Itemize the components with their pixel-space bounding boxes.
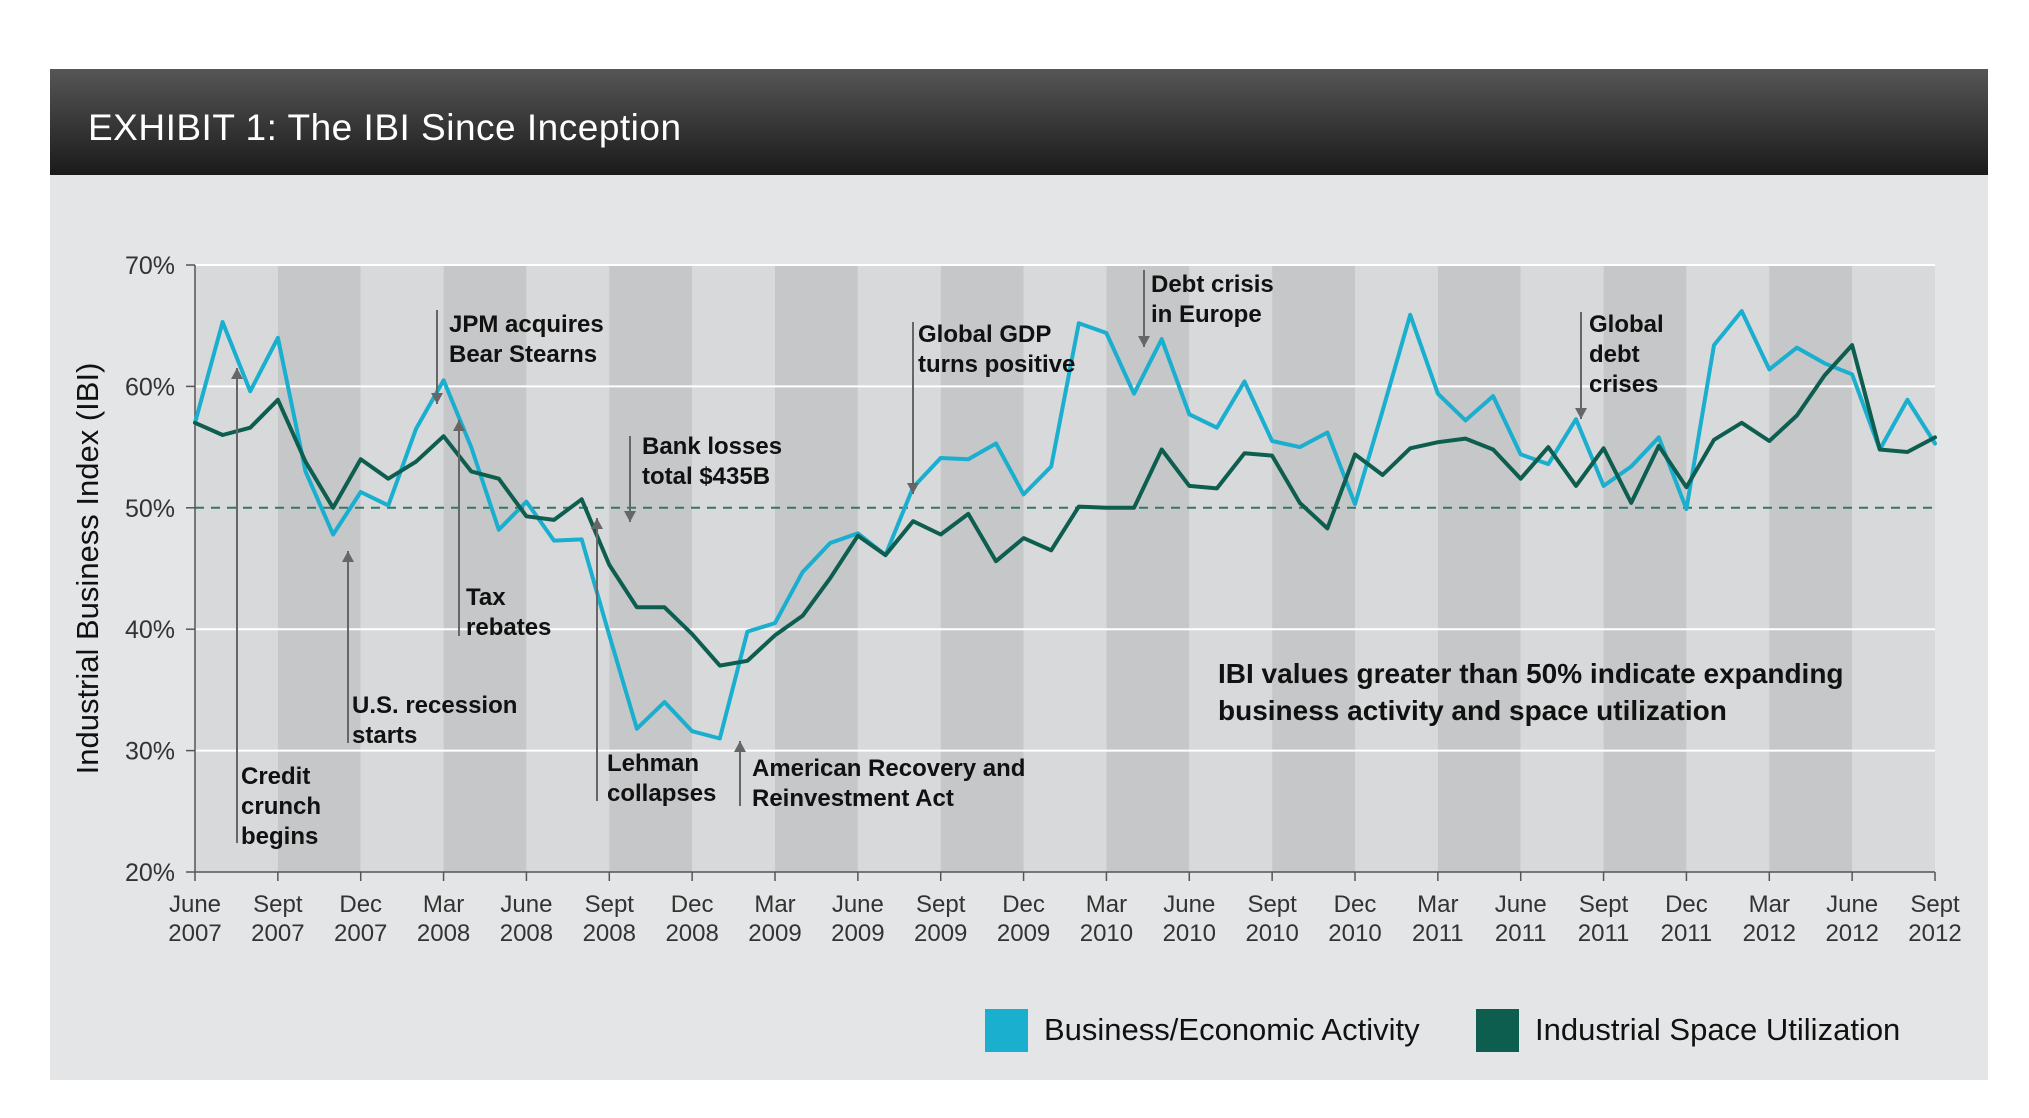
annotation-global-debt: Global debt crises bbox=[1589, 311, 1664, 398]
y-tick-label: 50% bbox=[125, 495, 175, 523]
y-tick-label: 60% bbox=[125, 373, 175, 401]
x-tick-label: June 2011 bbox=[1495, 891, 1547, 947]
annotation-jpm-bear: JPM acquires Bear Stearns bbox=[449, 311, 604, 368]
x-tick-label: Dec 2007 bbox=[334, 891, 387, 947]
y-tick-label: 40% bbox=[125, 616, 175, 644]
series-line-space-utilization bbox=[193, 343, 1937, 668]
plot-band bbox=[526, 265, 610, 872]
x-tick-label: Sept 2008 bbox=[583, 891, 636, 947]
annotation-lehman: Lehman collapses bbox=[607, 750, 716, 807]
plot-band bbox=[1437, 265, 1521, 872]
plot-band bbox=[1272, 265, 1355, 872]
annotation-arrowhead-global-gdp bbox=[907, 483, 919, 494]
annotation-arrowhead-credit-crunch bbox=[231, 368, 243, 379]
plot-band bbox=[1686, 265, 1770, 872]
annotation-bank-losses: Bank losses total $435B bbox=[642, 433, 782, 490]
annotation-arra: American Recovery and Reinvestment Act bbox=[752, 755, 1025, 812]
exhibit-header: EXHIBIT 1: The IBI Since Inception bbox=[50, 69, 1988, 175]
x-tick-label: Mar 2012 bbox=[1743, 891, 1796, 947]
annotation-arrowhead-global-debt bbox=[1575, 408, 1587, 419]
x-tick-label: Dec 2010 bbox=[1328, 891, 1381, 947]
y-tick-label: 70% bbox=[125, 252, 175, 280]
x-tick-label: Sept 2007 bbox=[251, 891, 304, 947]
x-tick-label: June 2012 bbox=[1825, 891, 1878, 947]
x-tick-label: Dec 2009 bbox=[997, 891, 1050, 947]
plot-band bbox=[857, 265, 941, 872]
annotation-global-gdp: Global GDP turns positive bbox=[918, 321, 1075, 378]
plot-band bbox=[443, 265, 527, 872]
x-tick-label: Dec 2011 bbox=[1661, 891, 1713, 947]
legend-swatch-space bbox=[1476, 1008, 1519, 1052]
plot-band bbox=[1603, 265, 1687, 872]
legend-business-activity: Business/Economic Activity bbox=[985, 1008, 1420, 1052]
plot-band bbox=[940, 265, 1024, 872]
exhibit-title: EXHIBIT 1: The IBI Since Inception bbox=[88, 107, 682, 148]
legend-swatch-business bbox=[985, 1008, 1028, 1052]
plot-band bbox=[1769, 265, 1853, 872]
legend-space-utilization: Industrial Space Utilization bbox=[1476, 1008, 1900, 1052]
plot-band bbox=[277, 265, 361, 872]
x-tick-label: Mar 2009 bbox=[748, 891, 801, 947]
plot-band bbox=[692, 265, 775, 872]
legend-label-space: Industrial Space Utilization bbox=[1535, 1012, 1901, 1047]
y-tick-label: 20% bbox=[125, 859, 175, 887]
plot-band bbox=[775, 265, 858, 872]
x-tick-label: June 2007 bbox=[168, 891, 221, 947]
x-tick-label: June 2009 bbox=[831, 891, 884, 947]
x-tick-label: Sept 2011 bbox=[1578, 891, 1630, 947]
x-tick-label: Mar 2010 bbox=[1080, 891, 1133, 947]
plot-band bbox=[1520, 265, 1604, 872]
x-tick-label: Dec 2008 bbox=[665, 891, 718, 947]
annotation-us-recession: U.S. recession starts bbox=[352, 692, 517, 749]
annotation-arrowhead-arra bbox=[734, 741, 746, 752]
x-tick-label: June 2010 bbox=[1163, 891, 1216, 947]
annotation-debt-europe: Debt crisis in Europe bbox=[1151, 271, 1274, 328]
annotation-tax-rebates: Tax rebates bbox=[466, 584, 551, 641]
y-tick-label: 30% bbox=[125, 738, 175, 766]
y-axis-title: Industrial Business Index (IBI) bbox=[70, 363, 105, 775]
annotation-arrowhead-lehman bbox=[591, 518, 603, 529]
plot-band bbox=[1189, 265, 1273, 872]
x-tick-label: Sept 2012 bbox=[1908, 891, 1961, 947]
plot-band bbox=[609, 265, 693, 872]
annotation-arrowhead-bank-losses bbox=[624, 511, 636, 522]
chart-note: IBI values greater than 50% indicate exp… bbox=[1218, 658, 1844, 726]
x-tick-label: Sept 2010 bbox=[1245, 891, 1298, 947]
plot-band bbox=[360, 265, 444, 872]
x-tick-label: Sept 2009 bbox=[914, 891, 967, 947]
series-line-business-activity bbox=[193, 309, 1937, 741]
legend-label-business: Business/Economic Activity bbox=[1044, 1012, 1420, 1047]
annotation-arrowhead-jpm-bear bbox=[431, 393, 443, 404]
plot-band bbox=[1023, 265, 1107, 872]
x-tick-label: Mar 2008 bbox=[417, 891, 470, 947]
annotation-arrowhead-debt-europe bbox=[1138, 336, 1150, 347]
x-tick-label: June 2008 bbox=[500, 891, 553, 947]
x-tick-label: Mar 2011 bbox=[1412, 891, 1464, 947]
annotation-arrowhead-us-recession bbox=[342, 551, 354, 562]
annotation-credit-crunch: Credit crunch begins bbox=[241, 763, 321, 850]
plot-band bbox=[1852, 265, 1935, 872]
annotation-arrowhead-tax-rebates bbox=[453, 420, 465, 431]
